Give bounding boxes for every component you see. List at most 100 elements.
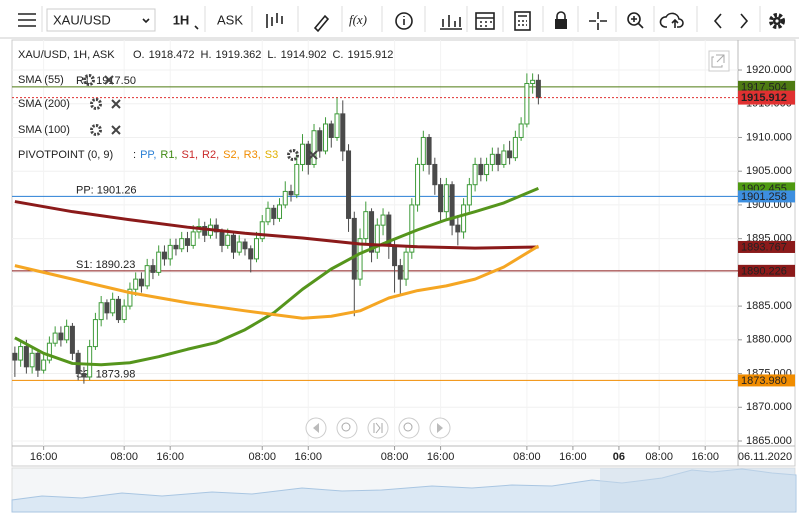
upload-button[interactable]	[659, 12, 684, 28]
settings-icon[interactable]	[90, 124, 102, 136]
settings-button[interactable]	[769, 13, 785, 29]
candle-body	[236, 241, 242, 253]
pivot-item: S1,	[182, 149, 199, 161]
candle-body	[466, 184, 472, 206]
pivot-label: S1: 1890.23	[76, 259, 135, 271]
candle-body	[144, 265, 150, 287]
ohlc-readout: O. 1918.472 H. 1919.362 L. 1914.902 C. 1915.912	[133, 49, 393, 61]
x-tick-label: 08:00	[645, 451, 673, 463]
candle-body	[288, 190, 294, 196]
gear-teeth	[769, 13, 785, 29]
candle-body	[127, 288, 133, 307]
indicators-button[interactable]	[440, 15, 462, 30]
y-tick-label: 1920.000	[746, 64, 792, 76]
x-tick-label: 16:00	[30, 451, 58, 463]
price-tag-label: 1873.980	[741, 375, 787, 387]
candle-body	[87, 346, 93, 378]
candle-body	[282, 190, 288, 206]
reset-zoom[interactable]	[367, 417, 389, 439]
remove-icon[interactable]	[111, 125, 121, 135]
y-tick-label: 1885.000	[746, 300, 792, 312]
draw-button[interactable]	[313, 14, 330, 33]
ohlc-value: 1919.362	[216, 49, 262, 61]
candle-body	[524, 83, 530, 125]
calendar-button[interactable]	[475, 12, 495, 30]
price-tag	[738, 90, 795, 105]
symbol: XAU/USD	[53, 12, 111, 27]
candle-body	[265, 207, 271, 223]
candle-body	[403, 251, 409, 280]
calc-icon	[514, 11, 531, 31]
candle-body	[98, 302, 104, 321]
pivot-item: S3	[265, 149, 278, 161]
candle-body	[138, 278, 144, 287]
candle-body	[69, 325, 75, 354]
candle-body	[323, 123, 329, 152]
candle-body	[530, 79, 536, 85]
timeframe[interactable]: 1H	[173, 12, 190, 27]
y-tick-label: 1910.000	[746, 131, 792, 143]
settings-icon[interactable]	[90, 98, 102, 110]
price-tag-label: 1893.767	[741, 241, 787, 253]
pivot-item: R2,	[202, 149, 219, 161]
candle-body	[328, 123, 334, 138]
legend-entry: SMA (100)	[18, 124, 70, 136]
menu-icon	[18, 13, 36, 27]
toolbar: XAU/USD 1H ASK f(x)	[0, 0, 799, 39]
zoom-out[interactable]	[336, 417, 358, 439]
zoom-button[interactable]	[627, 12, 644, 29]
settings-hole	[291, 153, 295, 157]
candle-body	[420, 136, 426, 165]
settings-icon[interactable]	[287, 149, 299, 161]
symbol-select[interactable]	[46, 8, 156, 32]
x-tick-label: 16:00	[559, 451, 587, 463]
pivot-item: S2,	[223, 149, 240, 161]
crosshair-button[interactable]	[589, 12, 607, 30]
settings-icon[interactable]	[83, 74, 95, 86]
side[interactable]: ASK	[217, 12, 243, 27]
candle-body	[259, 221, 265, 240]
lock-button[interactable]	[555, 11, 567, 29]
zoom-out-lens	[341, 422, 351, 432]
candle-body	[443, 184, 449, 213]
candle-body	[495, 153, 501, 165]
candle-body	[484, 163, 490, 176]
x-tick-label: 16:00	[427, 451, 455, 463]
next-button[interactable]	[740, 13, 749, 29]
candle-body	[351, 217, 357, 280]
remove-icon[interactable]	[111, 99, 121, 109]
ohlc-label: O.	[133, 49, 145, 61]
candle-body	[253, 238, 260, 260]
remove-icon[interactable]	[104, 75, 114, 85]
prev-button[interactable]	[713, 13, 722, 29]
info-button[interactable]	[395, 12, 413, 30]
date-label: 06.11.2020	[738, 451, 792, 463]
candle-body	[18, 346, 24, 361]
navigator-window[interactable]	[600, 468, 795, 512]
zoom-lens	[627, 12, 641, 26]
calculator-button[interactable]	[514, 11, 531, 31]
candle-body	[461, 204, 467, 233]
chart-type-button[interactable]	[266, 13, 283, 28]
candle-body	[501, 150, 507, 165]
candle-body	[167, 244, 173, 260]
x-tick-label: 08:00	[381, 451, 409, 463]
price-tag	[738, 374, 795, 387]
function-button[interactable]: f(x)	[349, 12, 367, 27]
ohlc-value: 1918.472	[149, 49, 195, 61]
candle-icon	[266, 13, 283, 28]
pen-icon	[313, 14, 330, 33]
remove-icon[interactable]	[308, 150, 318, 160]
next-icon	[740, 13, 749, 29]
candle-body	[340, 113, 346, 152]
calendar-icon	[475, 12, 495, 30]
price-tag-label: 1901.258	[741, 191, 787, 203]
price-tag	[738, 264, 795, 277]
menu-button[interactable]	[18, 13, 36, 27]
x-tick-label: 16:00	[156, 451, 184, 463]
pivot-prefix: :	[133, 149, 136, 161]
price-tag	[738, 240, 795, 253]
zoom-in[interactable]	[398, 417, 420, 439]
